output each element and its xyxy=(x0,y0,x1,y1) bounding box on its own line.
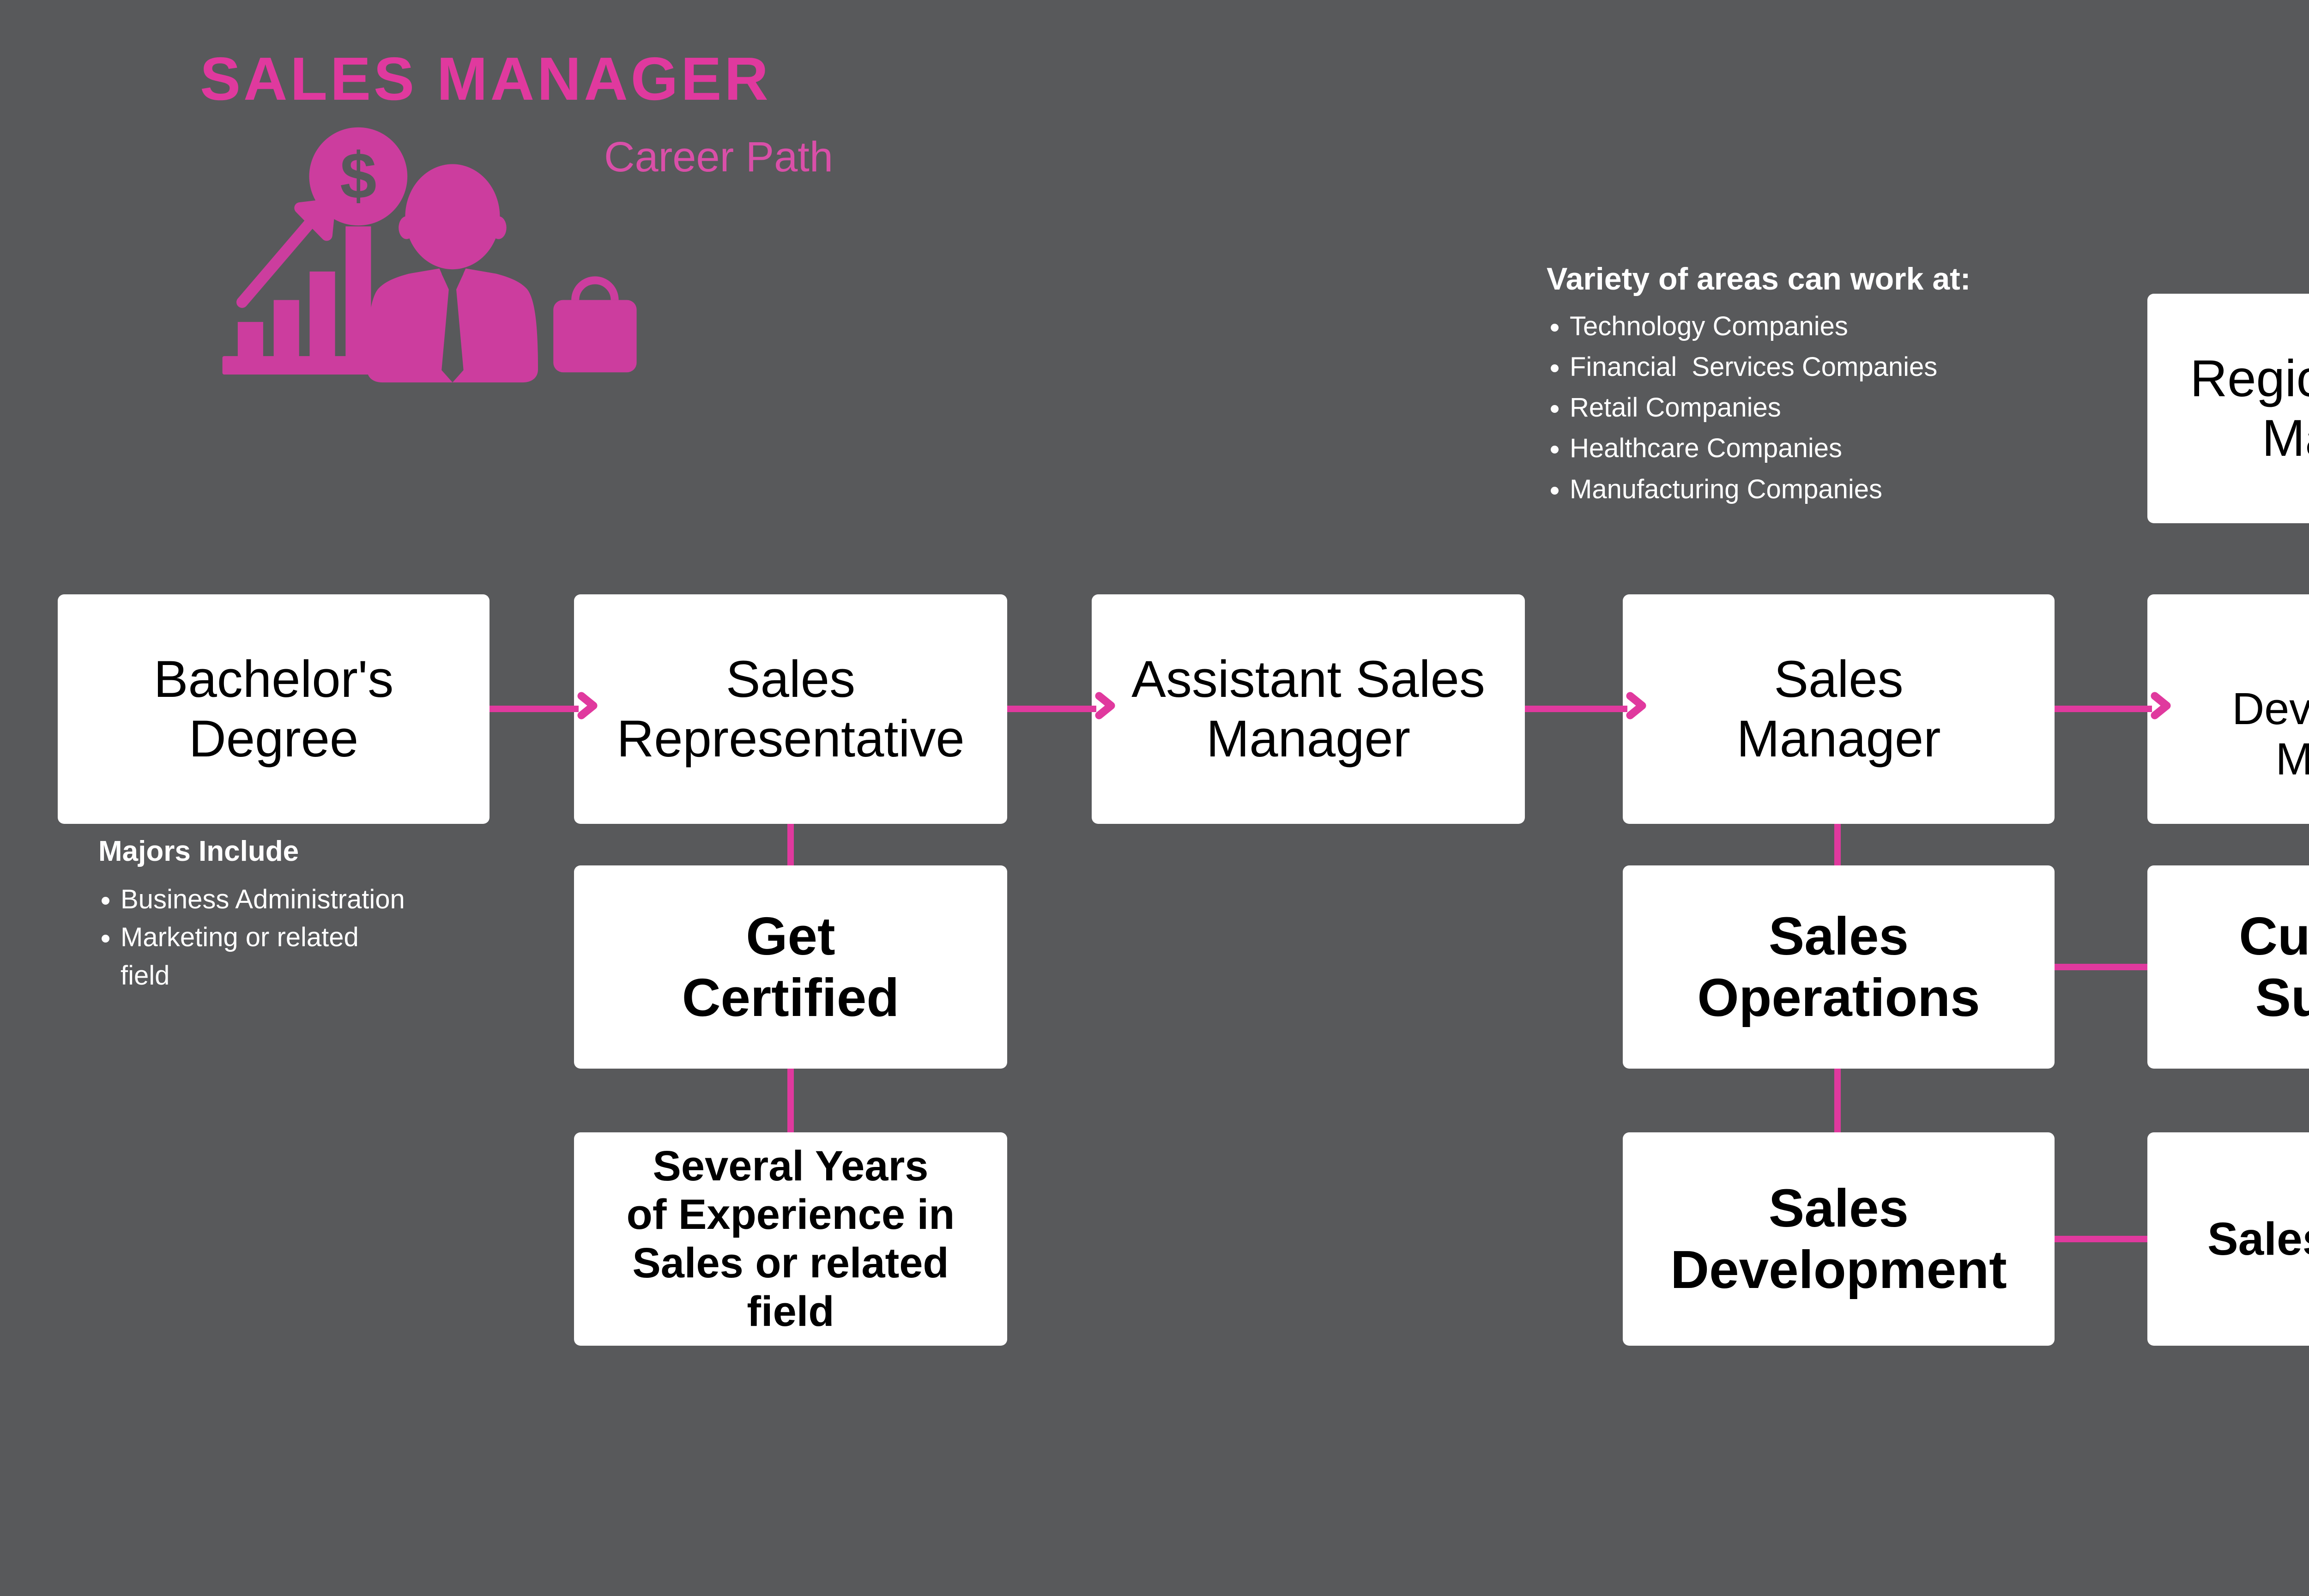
svg-text:$: $ xyxy=(340,139,376,212)
